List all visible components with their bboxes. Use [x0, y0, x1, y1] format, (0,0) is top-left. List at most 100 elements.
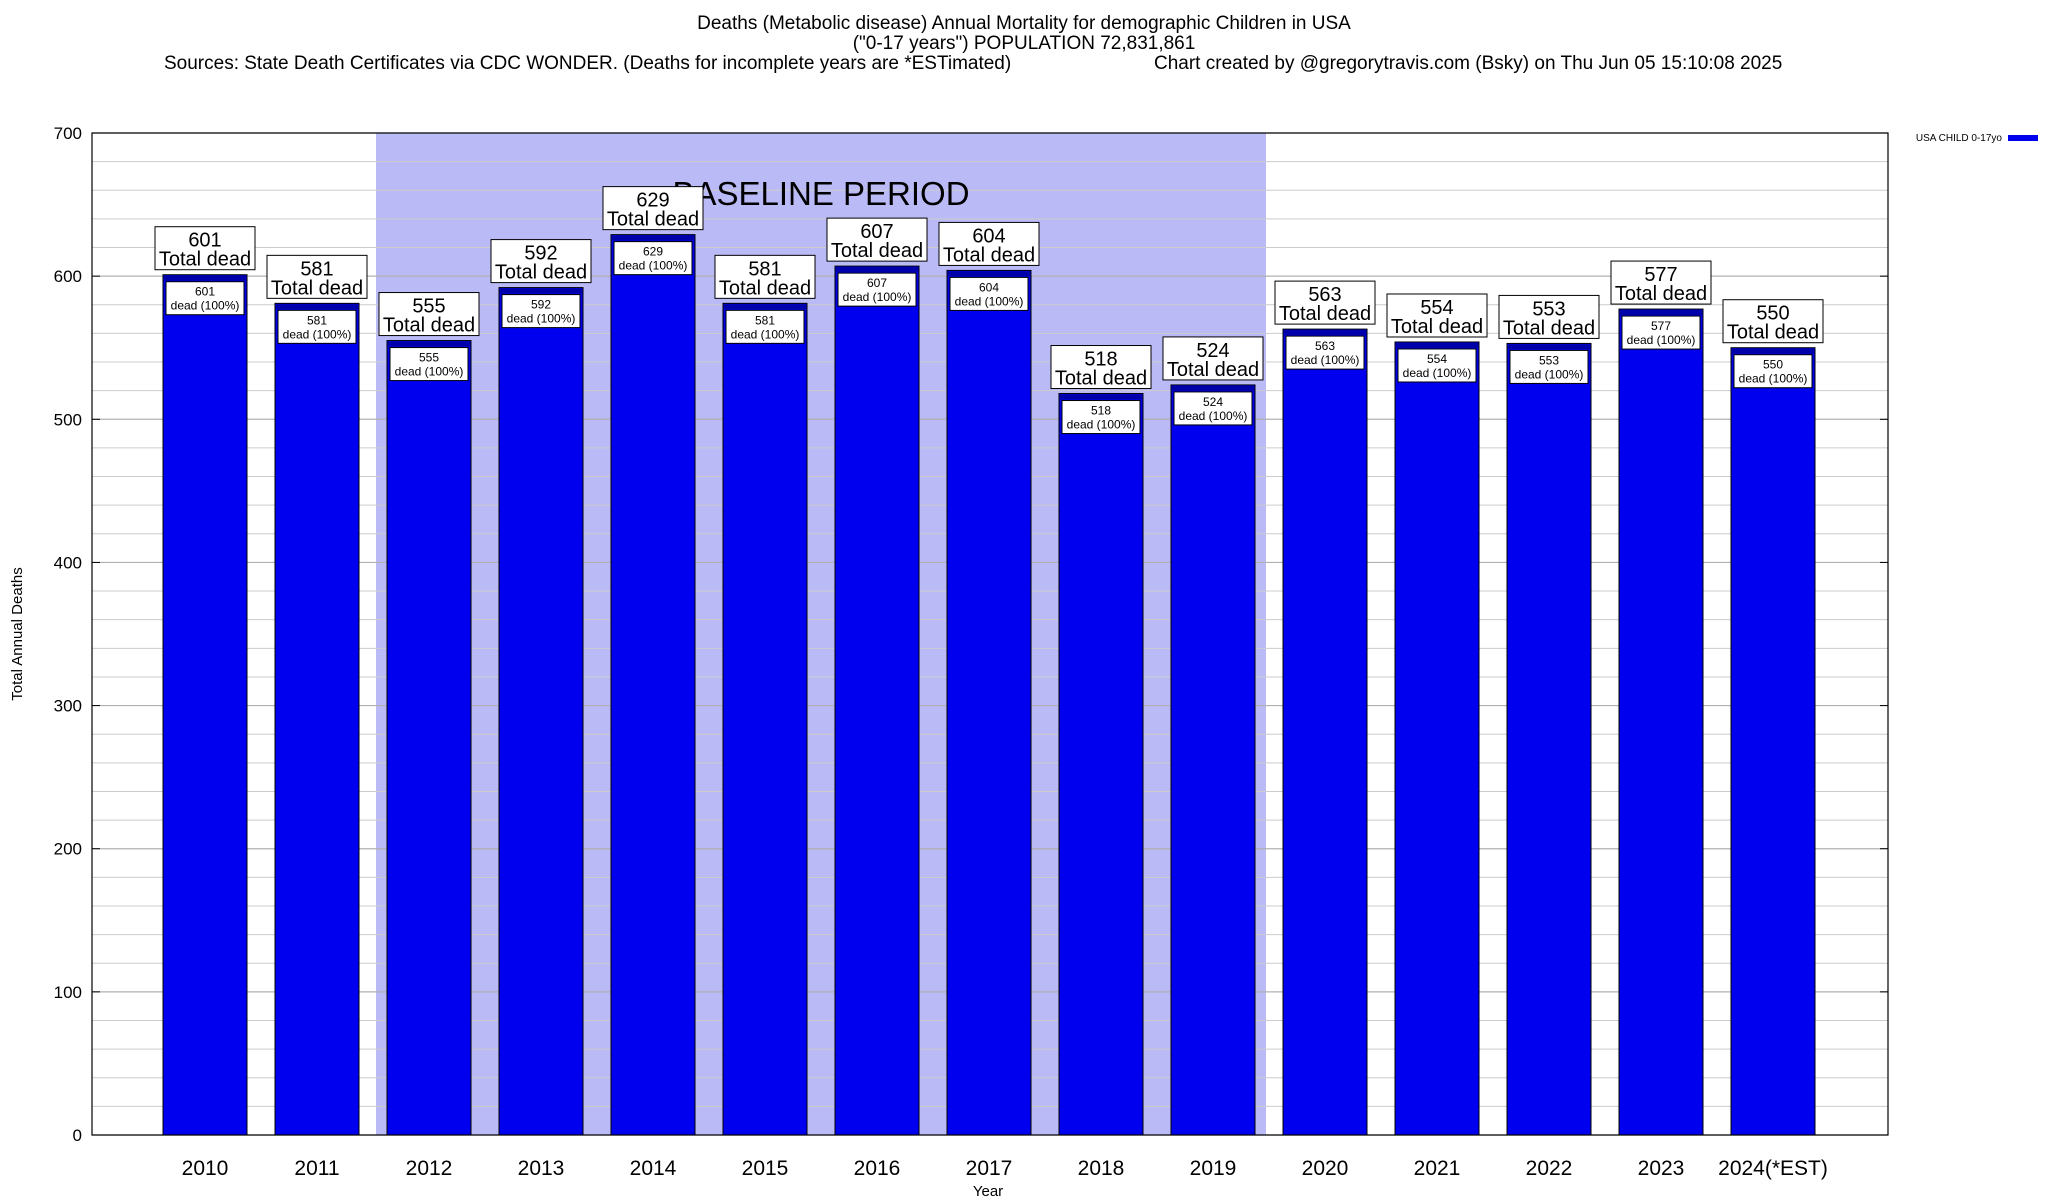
y-axis-label: Total Annual Deaths	[9, 567, 26, 700]
inner-label-value: 577	[1651, 319, 1671, 333]
inner-label-text: dead (100%)	[395, 365, 464, 379]
inner-label-text: dead (100%)	[507, 312, 576, 326]
top-label-box	[266, 254, 368, 299]
inner-label-box	[1061, 400, 1141, 435]
x-tick-label: 2024(*EST)	[1718, 1157, 1828, 1180]
y-tick-label: 400	[54, 553, 82, 572]
y-tick-label: 200	[54, 840, 82, 859]
top-label-box	[602, 186, 704, 231]
bar-cap	[836, 267, 918, 273]
top-label-text: Total dead	[1055, 368, 1147, 390]
inner-label-value: 607	[867, 276, 887, 290]
inner-label-box	[725, 309, 805, 344]
bar	[1394, 341, 1480, 1136]
inner-label-text: dead (100%)	[955, 294, 1024, 308]
y-tick-label: 500	[54, 410, 82, 429]
x-tick-label: 2015	[742, 1157, 789, 1180]
x-tick-label: 2022	[1526, 1157, 1573, 1180]
top-label-value: 563	[1308, 284, 1341, 306]
inner-label-box	[165, 281, 245, 316]
y-tick-label: 600	[54, 267, 82, 286]
x-tick-label: 2019	[1190, 1157, 1237, 1180]
inner-label-box	[1621, 315, 1701, 350]
x-tick-label: 2021	[1414, 1157, 1461, 1180]
bar-cap	[388, 341, 470, 347]
top-label-text: Total dead	[1727, 322, 1819, 344]
y-tick-label: 700	[54, 124, 82, 143]
legend-swatch	[2008, 135, 2038, 141]
inner-label-value: 554	[1427, 352, 1447, 366]
x-tick-label: 2017	[966, 1157, 1013, 1180]
inner-label-value: 592	[531, 298, 551, 312]
inner-label-box	[1509, 349, 1589, 384]
top-label-text: Total dead	[1279, 303, 1371, 325]
top-label-box	[154, 226, 256, 271]
inner-label-value: 550	[1763, 358, 1783, 372]
top-label-text: Total dead	[159, 249, 251, 271]
inner-label-value: 581	[755, 313, 775, 327]
inner-label-text: dead (100%)	[171, 299, 240, 313]
inner-label-value: 604	[979, 280, 999, 294]
bar	[386, 340, 472, 1136]
x-tick-label: 2014	[630, 1157, 677, 1180]
bar-cap	[1060, 394, 1142, 400]
top-label-box	[1162, 336, 1264, 381]
top-label-box	[938, 221, 1040, 266]
inner-label-box	[949, 276, 1029, 311]
top-label-value: 592	[524, 243, 557, 265]
top-label-value: 518	[1084, 349, 1117, 371]
inner-label-value: 581	[307, 313, 327, 327]
bar-cap	[612, 235, 694, 241]
x-tick-label: 2020	[1302, 1157, 1349, 1180]
inner-label-box	[277, 309, 357, 344]
plot-frame	[91, 132, 1889, 1136]
top-label-text: Total dead	[271, 277, 363, 299]
inner-label-box	[389, 347, 469, 382]
x-axis-label: Year	[973, 1183, 1003, 1200]
chart-subtitle: ("0-17 years") POPULATION 72,831,861	[852, 33, 1196, 54]
inner-label-box	[1397, 348, 1477, 383]
top-label-text: Total dead	[495, 262, 587, 284]
bar	[1058, 393, 1144, 1136]
inner-label-value: 518	[1091, 404, 1111, 418]
top-label-value: 604	[972, 225, 1005, 247]
top-label-box	[1610, 260, 1712, 305]
x-tick-label: 2010	[182, 1157, 229, 1180]
bar	[1506, 342, 1592, 1136]
top-label-value: 555	[412, 296, 445, 318]
top-label-box	[714, 254, 816, 299]
top-label-text: Total dead	[383, 315, 475, 337]
inner-label-box	[837, 272, 917, 307]
y-tick-label: 100	[54, 983, 82, 1002]
bar	[722, 302, 808, 1136]
inner-label-value: 563	[1315, 339, 1335, 353]
bar	[946, 269, 1032, 1136]
bar-cap	[500, 288, 582, 294]
top-label-box	[1274, 280, 1376, 325]
x-tick-label: 2013	[518, 1157, 565, 1180]
top-label-value: 629	[636, 190, 669, 212]
chart-sources: Sources: State Death Certificates via CD…	[164, 53, 1012, 74]
inner-label-value: 555	[419, 351, 439, 365]
legend-label: USA CHILD 0-17yo	[1916, 133, 2003, 144]
bar-cap	[1172, 385, 1254, 391]
inner-label-text: dead (100%)	[1403, 366, 1472, 380]
bar-cap	[1396, 342, 1478, 348]
top-label-box	[1386, 293, 1488, 338]
baseline-period-label: BASELINE PERIOD	[672, 175, 969, 212]
top-label-text: Total dead	[719, 277, 811, 299]
inner-label-value: 601	[195, 285, 215, 299]
bar	[1282, 328, 1368, 1136]
top-label-value: 524	[1196, 340, 1229, 362]
inner-label-text: dead (100%)	[731, 327, 800, 341]
bar	[610, 234, 696, 1136]
top-label-text: Total dead	[1503, 317, 1595, 339]
top-label-box	[826, 217, 928, 262]
top-label-value: 601	[188, 230, 221, 252]
inner-label-text: dead (100%)	[1627, 333, 1696, 347]
top-label-value: 581	[748, 258, 781, 280]
top-label-text: Total dead	[607, 209, 699, 231]
top-label-value: 554	[1420, 297, 1453, 319]
chart-title: Deaths (Metabolic disease) Annual Mortal…	[697, 13, 1351, 34]
